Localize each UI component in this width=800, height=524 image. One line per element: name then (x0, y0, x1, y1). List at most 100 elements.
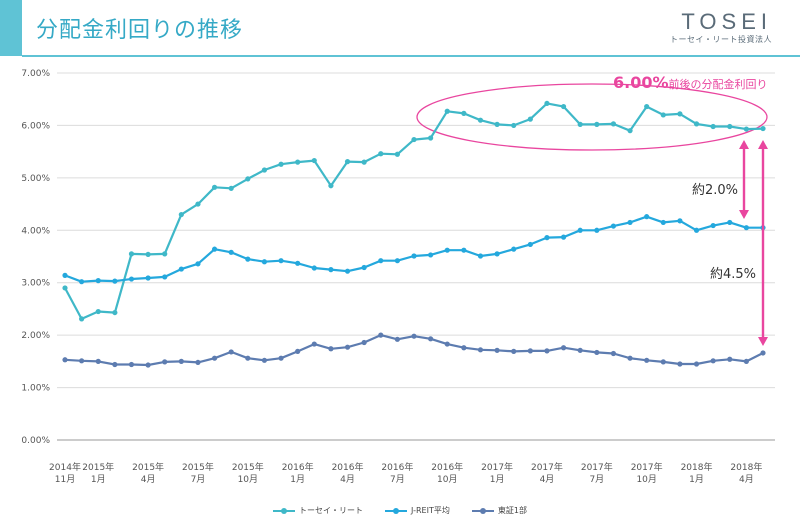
data-point-0 (444, 108, 450, 114)
data-point-0 (228, 185, 234, 191)
data-point-1 (261, 259, 268, 265)
data-point-0 (544, 100, 550, 107)
data-point-0 (95, 308, 101, 315)
series-line-1 (64, 215, 763, 283)
spread-jreit-label: 約2.0% (692, 183, 739, 198)
data-point-1 (644, 214, 650, 220)
data-point-0 (278, 161, 284, 167)
data-point-2 (461, 345, 467, 351)
x-tick-label-year: 2016年 (282, 461, 314, 473)
data-point-0 (760, 125, 766, 132)
data-point-2 (477, 347, 484, 353)
x-tick-label-year: 2015年 (182, 461, 214, 473)
data-point-2 (178, 358, 184, 364)
logo-subtext: トーセイ・リート投資法人 (670, 35, 772, 44)
data-point-1 (560, 234, 567, 240)
data-point-2 (394, 336, 400, 342)
data-point-2 (727, 356, 733, 362)
data-point-1 (577, 227, 583, 233)
x-tick-label-month: 1月 (91, 474, 106, 485)
logo-mark: TOSEI (681, 9, 772, 34)
data-point-2 (644, 357, 650, 363)
data-point-2 (577, 347, 583, 353)
data-point-0 (195, 201, 201, 207)
data-point-2 (245, 355, 251, 361)
data-point-0 (494, 121, 500, 127)
legend-label: J-REIT平均 (411, 506, 450, 515)
x-tick-label-year: 2018年 (730, 461, 762, 473)
data-point-0 (527, 116, 533, 122)
data-point-2 (527, 348, 533, 354)
y-tick-label: 7.00% (21, 69, 50, 79)
x-tick-label-month: 10月 (238, 474, 258, 485)
header-bar: 分配金利回りの推移 TOSEI トーセイ・リート投資法人 (0, 0, 800, 57)
data-point-2 (311, 341, 317, 347)
y-tick-label: 2.00% (21, 331, 50, 341)
data-point-1 (328, 267, 334, 273)
data-point-2 (295, 348, 301, 354)
x-tick-label-year: 2016年 (332, 461, 364, 473)
data-point-2 (211, 355, 218, 361)
spread-arrow-jreit-head-top (739, 140, 749, 149)
y-tick-label: 4.00% (21, 226, 50, 236)
data-point-1 (79, 279, 85, 285)
x-tick-label-year: 2017年 (531, 461, 563, 473)
spread-arrow-jreit-head-bottom (739, 210, 749, 219)
data-point-2 (278, 355, 284, 361)
data-point-2 (328, 346, 334, 352)
x-tick-label-month: 4月 (141, 474, 156, 485)
data-point-0 (128, 251, 135, 257)
data-point-1 (477, 253, 484, 259)
legend-swatch (385, 507, 408, 514)
data-point-2 (344, 344, 351, 350)
x-tick-label-month: 1月 (490, 474, 505, 485)
data-point-1 (228, 249, 234, 255)
data-point-2 (162, 359, 168, 365)
y-tick-label: 3.00% (21, 279, 50, 289)
x-tick-label-month: 11月 (55, 474, 75, 485)
data-point-1 (727, 219, 733, 226)
x-tick-label-month: 10月 (636, 474, 656, 485)
spread-arrow-tosho-head-top (758, 140, 768, 149)
legend-label: 東証1部 (497, 506, 527, 515)
data-point-1 (511, 246, 517, 252)
x-tick-label-year: 2017年 (631, 461, 663, 473)
data-point-1 (461, 247, 467, 253)
data-point-1 (677, 218, 683, 224)
data-point-2 (112, 361, 118, 368)
data-point-1 (544, 235, 550, 241)
data-point-2 (594, 349, 600, 356)
data-point-2 (195, 359, 201, 366)
data-point-2 (743, 358, 749, 364)
header-divider (22, 55, 800, 57)
data-point-2 (128, 361, 135, 368)
data-point-2 (261, 357, 268, 363)
data-point-1 (394, 258, 400, 264)
y-tick-label: 0.00% (21, 436, 50, 446)
legend-item-1: J-REIT平均 (385, 505, 450, 516)
data-point-2 (544, 348, 550, 354)
legend-item-0: トーセイ・リート (273, 505, 363, 516)
data-point-2 (62, 357, 68, 363)
data-point-2 (560, 345, 567, 351)
company-logo: TOSEI トーセイ・リート投資法人 (670, 10, 772, 45)
data-point-1 (128, 276, 135, 282)
data-point-2 (710, 358, 716, 364)
x-tick-label-month: 4月 (540, 474, 555, 485)
data-point-0 (693, 121, 700, 127)
data-point-2 (760, 350, 766, 356)
yield-annotation-text: 前後の分配金利回り (668, 78, 768, 91)
data-point-2 (444, 341, 450, 347)
data-point-1 (444, 247, 450, 253)
x-tick-label-year: 2016年 (431, 461, 463, 473)
data-point-0 (361, 159, 367, 165)
x-tick-label-month: 1月 (689, 474, 704, 485)
data-point-2 (228, 349, 234, 355)
data-point-1 (95, 278, 101, 284)
data-point-2 (428, 336, 434, 342)
data-point-0 (477, 117, 484, 123)
yield-annotation-value: 6.00% (613, 73, 669, 92)
data-point-0 (328, 183, 334, 189)
x-tick-label-month: 4月 (739, 474, 754, 485)
data-point-1 (594, 227, 600, 233)
